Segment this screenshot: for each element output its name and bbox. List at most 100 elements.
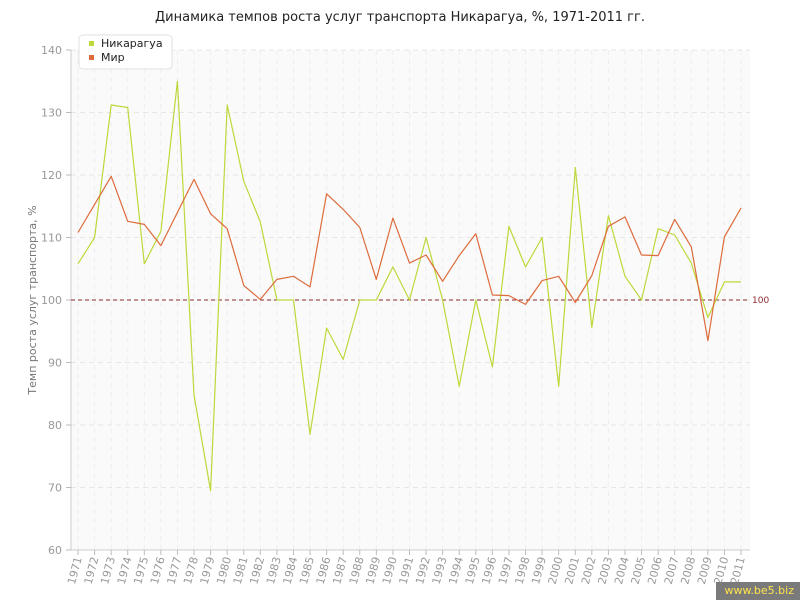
series-1-point — [690, 262, 692, 264]
series-2-point — [326, 193, 328, 195]
series-2-point — [160, 245, 162, 247]
series-2-point — [243, 285, 245, 287]
series-1-point — [293, 299, 295, 301]
y-tick-label: 80 — [48, 419, 62, 432]
series-2-point — [707, 340, 709, 342]
series-1-point — [342, 359, 344, 361]
reference-line-group: 100 — [71, 296, 769, 306]
series-line-2 — [77, 175, 742, 342]
y-tick-labels: 60 70 80 90 100 110 120 130 140 — [41, 44, 71, 557]
series-2-point — [177, 212, 179, 214]
series-1-point — [326, 327, 328, 329]
legend-marker-1 — [89, 41, 94, 46]
series-1-point — [409, 299, 411, 301]
watermark: www.be5.biz — [716, 582, 800, 600]
series-2-point — [127, 220, 129, 222]
series-2-point — [442, 280, 444, 282]
series-1-point — [94, 237, 96, 239]
series-2-point — [409, 262, 411, 264]
series-2-point — [193, 179, 195, 181]
y-tick-label: 140 — [41, 44, 62, 57]
series-1-point — [541, 237, 543, 239]
series-1-point — [525, 266, 527, 268]
series-1-point — [193, 394, 195, 396]
series-1-point — [641, 299, 643, 301]
legend-label-1: Никарагуа — [101, 37, 163, 50]
series-1-point — [740, 281, 742, 283]
series-1-point — [77, 263, 79, 265]
series-2-point — [276, 279, 278, 281]
y-tick-label: 100 — [41, 294, 62, 307]
y-tick-label: 60 — [48, 544, 62, 557]
series-2-point — [309, 286, 311, 288]
series-2-point — [724, 236, 726, 238]
y-axis-title: Темп роста услуг транспорта, % — [26, 205, 39, 395]
series-2-point — [458, 255, 460, 257]
legend-marker-2 — [89, 55, 94, 60]
series-1-point — [177, 80, 179, 82]
series-1-point — [475, 299, 477, 301]
series-2-point — [94, 204, 96, 206]
series-2-point — [624, 216, 626, 218]
series-2-point — [541, 280, 543, 282]
series-1-point — [392, 266, 394, 268]
series-2-point — [674, 219, 676, 221]
series-2-point — [475, 233, 477, 235]
series-2-point — [608, 225, 610, 227]
series-1-point — [226, 104, 228, 106]
series-1-point — [260, 221, 262, 223]
series-2-point — [144, 224, 146, 226]
series-2-point — [293, 275, 295, 277]
y-tick-label: 120 — [41, 169, 62, 182]
series-1-point — [144, 263, 146, 265]
series-1-point — [492, 366, 494, 368]
series-2-point — [359, 227, 361, 229]
series-1-point — [276, 299, 278, 301]
series-1-point — [160, 230, 162, 232]
y-tick-label: 90 — [48, 357, 62, 370]
series-1-point — [624, 275, 626, 277]
series-1-point — [110, 104, 112, 106]
chart-title: Динамика темпов роста услуг транспорта Н… — [155, 10, 645, 25]
legend-label-2: Мир — [101, 51, 125, 64]
series-2-point — [342, 209, 344, 211]
vertical-gridlines — [77, 50, 742, 550]
series-1-point — [657, 228, 659, 230]
series-2-point — [110, 175, 112, 177]
series-1-point — [707, 317, 709, 319]
series-2-point — [376, 279, 378, 281]
series-1-point — [724, 281, 726, 283]
series-1-point — [425, 237, 427, 239]
series-2-point — [425, 254, 427, 256]
series-2-point — [392, 217, 394, 219]
legend-box — [78, 34, 173, 70]
series-2-point — [574, 302, 576, 304]
y-tick-label: 130 — [41, 107, 62, 120]
y-tick-label: 110 — [41, 232, 62, 245]
series-2-point — [210, 213, 212, 215]
series-1-point — [243, 180, 245, 182]
series-1-point — [674, 234, 676, 236]
series-1-point — [210, 490, 212, 492]
series-2-point — [740, 207, 742, 209]
series-2-point — [525, 304, 527, 306]
series-2-point — [591, 275, 593, 277]
series-2-point — [77, 232, 79, 234]
series-2-point — [558, 275, 560, 277]
series-1-point — [127, 107, 129, 109]
series-1-point — [591, 327, 593, 329]
series-1-point — [558, 385, 560, 387]
series-1-point — [309, 434, 311, 436]
series-2-point — [226, 228, 228, 230]
series-1-point — [608, 215, 610, 217]
series-1-point — [458, 385, 460, 387]
series-2-point — [657, 255, 659, 257]
series-1-point — [508, 225, 510, 227]
series-group — [77, 80, 742, 492]
series-2-point — [641, 254, 643, 256]
series-1-point — [574, 167, 576, 169]
series-line-1 — [77, 80, 741, 492]
series-2-point — [690, 246, 692, 248]
series-2-point — [508, 295, 510, 297]
